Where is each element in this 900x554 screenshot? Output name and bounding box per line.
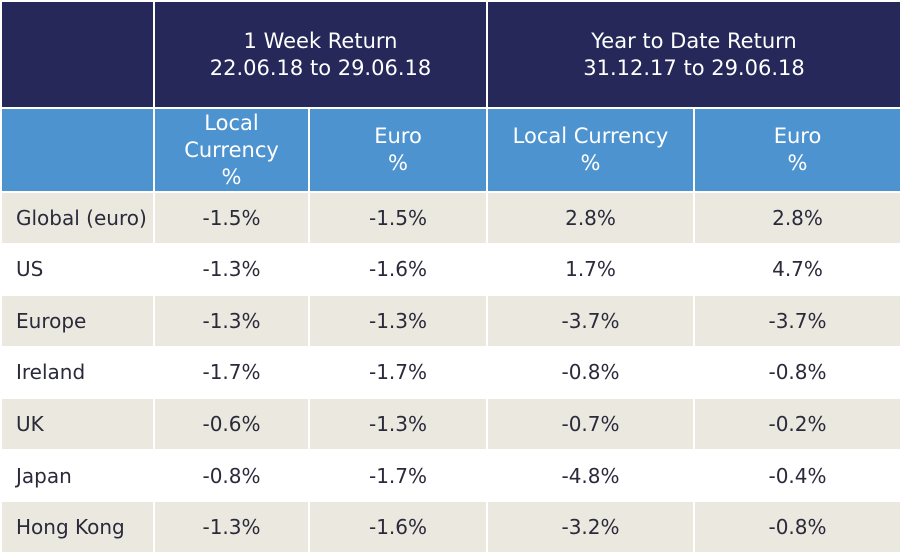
value-cell: -1.3% [153, 294, 310, 348]
value-cell: -1.5% [153, 191, 310, 245]
value-cell: -1.3% [153, 500, 310, 554]
value-cell: -0.2% [693, 397, 900, 451]
value-cell: -3.7% [486, 294, 695, 348]
table-row: US -1.3% -1.6% 1.7% 4.7% [0, 242, 900, 297]
sub-header-line: % [221, 164, 242, 189]
value-cell: -4.8% [486, 448, 695, 503]
group-header-title: Year to Date Return [591, 28, 797, 53]
value-cell: -0.4% [693, 448, 900, 503]
value-cell: -1.7% [153, 345, 310, 400]
table-row: Europe -1.3% -1.3% -3.7% -3.7% [0, 294, 900, 348]
sub-header-line: Currency [184, 137, 279, 162]
value-cell: -0.6% [153, 397, 310, 451]
region-cell: UK [0, 397, 155, 451]
sub-header-line: Euro [374, 124, 422, 148]
value-cell: -3.2% [486, 500, 695, 554]
group-header-period: 31.12.17 to 29.06.18 [583, 55, 805, 80]
value-cell: -1.6% [308, 242, 488, 297]
region-cell: Ireland [0, 345, 155, 400]
table-row: UK -0.6% -1.3% -0.7% -0.2% [0, 397, 900, 451]
table-row: Ireland -1.7% -1.7% -0.8% -0.8% [0, 345, 900, 400]
table-row: Hong Kong -1.3% -1.6% -3.2% -0.8% [0, 500, 900, 554]
value-cell: -1.3% [308, 294, 488, 348]
sub-header-local-currency-ytd: Local Currency % [486, 107, 695, 193]
sub-header-row: Local Currency % Euro % Local Currency %… [0, 107, 900, 193]
value-cell: -0.8% [693, 345, 900, 400]
sub-header-line: Local Currency [512, 124, 669, 148]
value-cell: -1.5% [308, 191, 488, 245]
value-cell: 1.7% [486, 242, 695, 297]
sub-header-euro-1w: Euro % [308, 107, 488, 193]
value-cell: -1.3% [153, 242, 310, 297]
sub-header-line: % [787, 151, 808, 175]
value-cell: -0.8% [486, 345, 695, 400]
group-header-period: 22.06.18 to 29.06.18 [209, 55, 432, 80]
region-cell: Hong Kong [0, 500, 155, 554]
sub-header-euro-ytd: Euro % [693, 107, 900, 193]
sub-header-line: % [580, 151, 601, 175]
sub-header-corner-cell [0, 107, 155, 193]
region-cell: US [0, 242, 155, 297]
value-cell: -0.7% [486, 397, 695, 451]
region-cell: Global (euro) [0, 191, 155, 245]
value-cell: -1.7% [308, 448, 488, 503]
value-cell: -0.8% [693, 500, 900, 554]
group-header-row: 1 Week Return 22.06.18 to 29.06.18 Year … [0, 0, 900, 109]
sub-header-line: % [388, 151, 408, 175]
value-cell: -0.8% [153, 448, 310, 503]
value-cell: -1.6% [308, 500, 488, 554]
sub-header-line: Euro [773, 124, 822, 148]
value-cell: 4.7% [693, 242, 900, 297]
group-header-title: 1 Week Return [243, 28, 398, 53]
value-cell: -3.7% [693, 294, 900, 348]
value-cell: -1.7% [308, 345, 488, 400]
table-row: Japan -0.8% -1.7% -4.8% -0.4% [0, 448, 900, 503]
header-corner-cell [0, 0, 155, 109]
group-header-year-to-date: Year to Date Return 31.12.17 to 29.06.18 [486, 0, 900, 109]
sub-header-local-currency-1w: Local Currency % [153, 107, 310, 193]
value-cell: 2.8% [486, 191, 695, 245]
table-row: Global (euro) -1.5% -1.5% 2.8% 2.8% [0, 191, 900, 245]
region-cell: Europe [0, 294, 155, 348]
value-cell: -1.3% [308, 397, 488, 451]
group-header-1-week: 1 Week Return 22.06.18 to 29.06.18 [153, 0, 488, 109]
sub-header-line: Local [204, 110, 259, 135]
region-cell: Japan [0, 448, 155, 503]
value-cell: 2.8% [693, 191, 900, 245]
